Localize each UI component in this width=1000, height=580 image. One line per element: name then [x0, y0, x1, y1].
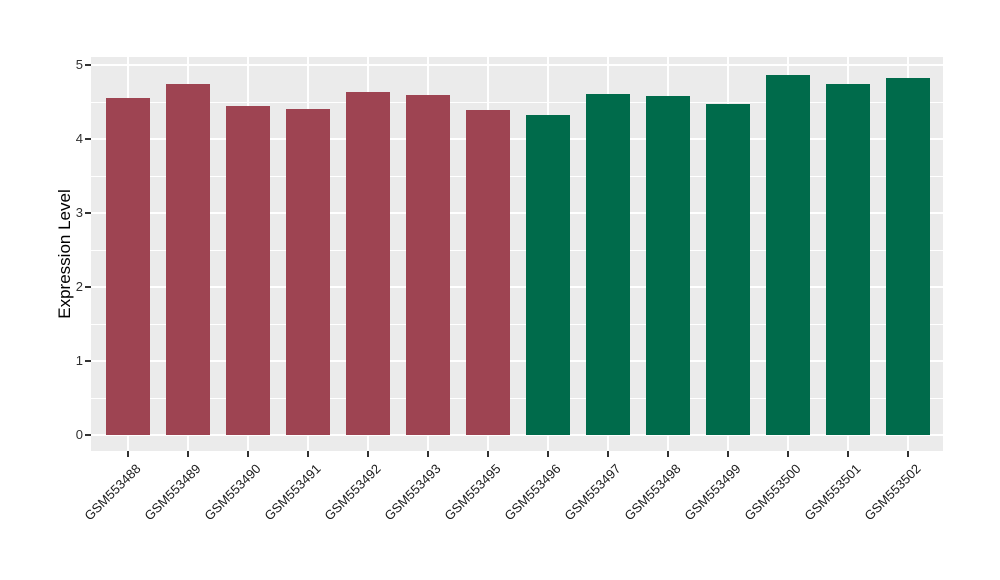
gridline-minor [91, 176, 943, 177]
x-tick-mark [127, 451, 129, 457]
gridline-major [91, 286, 943, 288]
x-tick-mark [247, 451, 249, 457]
y-tick-mark [85, 434, 91, 436]
gridline-major [91, 64, 943, 66]
x-tick-mark [187, 451, 189, 457]
x-tick-label: GSM553496 [501, 461, 564, 524]
gridline-major [91, 212, 943, 214]
y-tick-mark [85, 212, 91, 214]
x-tick-label: GSM553491 [261, 461, 324, 524]
x-tick-mark [667, 451, 669, 457]
x-tick-mark [607, 451, 609, 457]
x-tick-mark [907, 451, 909, 457]
gridline-major [91, 138, 943, 140]
bar-GSM553493 [406, 95, 450, 435]
x-tick-label: GSM553490 [201, 461, 264, 524]
bar-GSM553502 [886, 77, 930, 435]
y-tick-mark [85, 138, 91, 140]
x-tick-label: GSM553493 [381, 461, 444, 524]
plot-panel [91, 57, 943, 451]
gridline-minor [91, 324, 943, 325]
x-tick-label: GSM553502 [861, 461, 924, 524]
y-tick-mark [85, 64, 91, 66]
x-tick-mark [847, 451, 849, 457]
bar-GSM553497 [586, 93, 630, 435]
gridline-minor [91, 250, 943, 251]
y-tick-label: 0 [75, 427, 83, 442]
bar-GSM553491 [286, 108, 330, 435]
bar-GSM553490 [226, 105, 270, 435]
x-tick-mark [307, 451, 309, 457]
gridline-major [91, 434, 943, 436]
y-tick-label: 1 [75, 353, 83, 368]
x-tick-label: GSM553495 [441, 461, 504, 524]
x-tick-label: GSM553500 [741, 461, 804, 524]
bar-GSM553496 [526, 115, 570, 435]
x-tick-mark [727, 451, 729, 457]
gridline-major [91, 360, 943, 362]
x-tick-label: GSM553497 [561, 461, 624, 524]
x-tick-label: GSM553488 [81, 461, 144, 524]
bar-GSM553501 [826, 84, 870, 435]
x-tick-label: GSM553499 [681, 461, 744, 524]
gridline-minor [91, 102, 943, 103]
y-tick-label: 5 [75, 57, 83, 72]
y-tick-label: 3 [75, 205, 83, 220]
x-tick-mark [787, 451, 789, 457]
bar-GSM553495 [466, 110, 510, 435]
bar-GSM553488 [106, 98, 150, 435]
x-tick-label: GSM553498 [621, 461, 684, 524]
bar-GSM553499 [706, 104, 750, 435]
bar-GSM553500 [766, 75, 810, 435]
x-tick-mark [547, 451, 549, 457]
x-tick-mark [367, 451, 369, 457]
bar-GSM553492 [346, 91, 390, 435]
y-tick-mark [85, 360, 91, 362]
x-tick-label: GSM553489 [141, 461, 204, 524]
bar-GSM553498 [646, 96, 690, 435]
y-tick-mark [85, 286, 91, 288]
gridline-minor [91, 398, 943, 399]
y-tick-label: 4 [75, 131, 83, 146]
x-tick-mark [487, 451, 489, 457]
y-tick-label: 2 [75, 279, 83, 294]
x-tick-label: GSM553492 [321, 461, 384, 524]
x-tick-label: GSM553501 [801, 461, 864, 524]
x-tick-mark [427, 451, 429, 457]
bar-GSM553489 [166, 84, 210, 435]
